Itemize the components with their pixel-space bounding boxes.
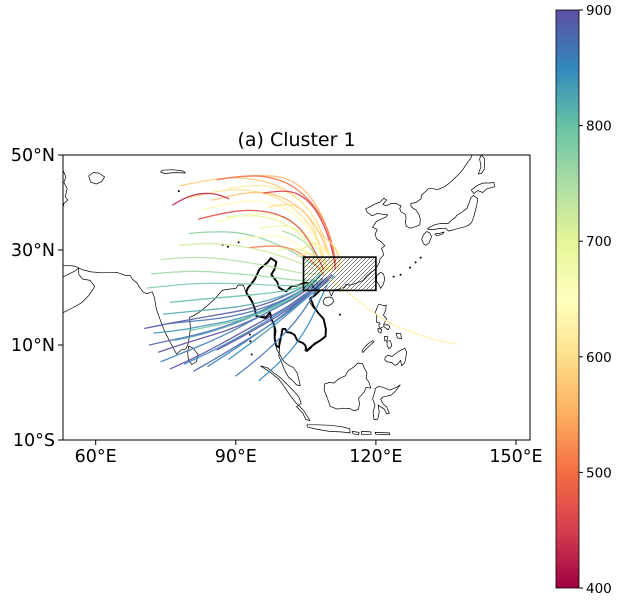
coastline-path [376, 271, 386, 289]
trajectory-path [228, 184, 334, 268]
trajectory-path [216, 175, 336, 263]
island-dot [248, 333, 251, 336]
coastline-path [395, 332, 402, 340]
y-tick-label: 30°N [11, 241, 55, 261]
trajectory-path [160, 278, 316, 363]
coastline-path [374, 432, 391, 436]
coastline-path [384, 347, 408, 367]
trajectory-path [225, 214, 325, 269]
coastline-path [351, 431, 360, 436]
map-layer [63, 155, 495, 436]
island-dot [237, 241, 240, 244]
coastline-path [322, 296, 335, 307]
region-box-layer [302, 256, 377, 292]
plot-title: (a) Cluster 1 [237, 129, 356, 151]
coastline-path [63, 170, 69, 208]
coastlines-layer [63, 155, 495, 436]
coastline-path [160, 169, 186, 174]
colorbar-tick-label: 400 [586, 581, 612, 597]
island-dot [419, 256, 422, 259]
coastline-path [386, 340, 393, 350]
island-dot [226, 245, 229, 248]
y-tick-label: 50°N [11, 146, 55, 166]
coastline-path [470, 182, 495, 194]
colorbar-layer: 400 500 600 700 800 900 [555, 3, 612, 597]
coastline-path [421, 231, 432, 246]
coastline-path [361, 340, 375, 353]
trajectory-path [167, 276, 320, 325]
x-tick-label: 60°E [75, 447, 117, 467]
colorbar-tick-label: 600 [586, 350, 612, 366]
axes-layer: 60°E 90°E 120°E 150°E 50°N 30°N 10°N 10°S [11, 146, 543, 467]
bold-region-outline-layer [245, 257, 327, 352]
coastline-path [477, 155, 486, 175]
coastline-path [323, 362, 372, 411]
coastline-path [375, 303, 391, 331]
coastline-path [187, 345, 199, 365]
island-dots-layer [177, 190, 422, 356]
x-tick-label: 150°E [489, 447, 542, 467]
island-dot [249, 340, 252, 343]
trajectory-path [235, 285, 320, 377]
trajectory-path [169, 279, 322, 303]
trajectory-path [172, 192, 230, 206]
x-tick-label: 90°E [215, 447, 257, 467]
trajectory-path [197, 209, 325, 271]
y-tick-label: 10°S [13, 431, 55, 451]
colorbar-tick-label: 800 [586, 119, 612, 135]
colorbar-tick-label: 700 [586, 234, 612, 250]
colorbar-tick-label: 900 [586, 3, 612, 19]
coastline-path [63, 267, 96, 314]
trajectory-path [183, 280, 325, 365]
trajectory-path [160, 256, 323, 275]
trajectory-path [267, 203, 328, 270]
island-dot [409, 266, 411, 269]
coastline-path [377, 328, 382, 334]
trajectory-path [202, 200, 330, 270]
trajectory-path [151, 270, 321, 282]
y-tick-label: 10°N [11, 336, 55, 356]
colorbar-bar [555, 9, 580, 589]
island-dot [392, 275, 395, 278]
coastline-path [88, 172, 105, 185]
island-dot [250, 353, 253, 356]
axes-frame [62, 154, 531, 441]
coastline-path [434, 231, 445, 237]
bold-outline-path [245, 257, 327, 352]
coastline-path [306, 424, 351, 434]
island-dot [338, 313, 341, 316]
coastline-path [260, 365, 311, 421]
trajectory-path [211, 191, 334, 273]
coastline-path [63, 155, 473, 387]
colorbar-tick-label: 500 [586, 465, 612, 481]
trajectory-path [146, 281, 316, 289]
trajectory-path [258, 284, 328, 382]
trajectory-path [263, 190, 336, 270]
study-region-box [302, 256, 377, 292]
island-dot [399, 273, 402, 276]
trajectory-path [188, 282, 315, 332]
island-dot [414, 261, 417, 264]
coastline-path [383, 336, 389, 342]
trajectory-path [328, 277, 459, 345]
coastline-path [427, 195, 479, 232]
coastline-path [372, 384, 401, 420]
x-tick-label: 120°E [349, 447, 402, 467]
trajectory-path [158, 282, 319, 353]
coastline-path [361, 431, 372, 436]
island-dot [177, 190, 180, 193]
